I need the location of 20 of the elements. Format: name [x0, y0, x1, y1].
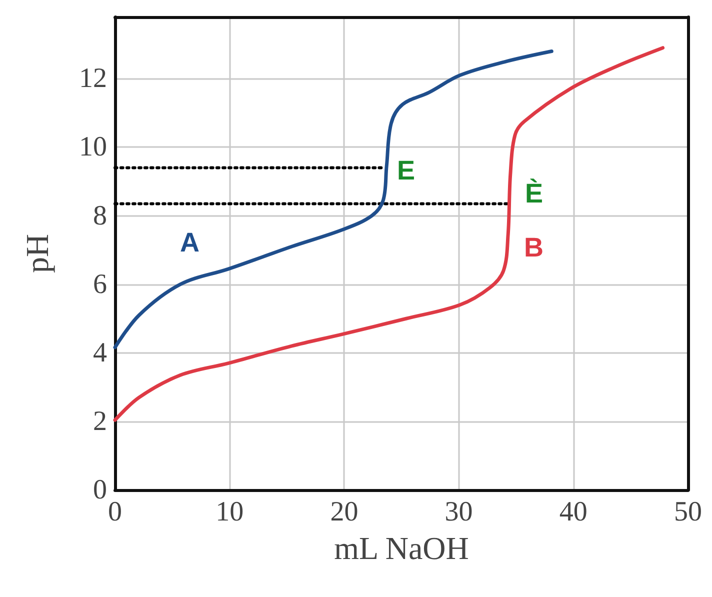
x-tick-label: 10 [216, 496, 244, 528]
series-label: B [524, 232, 544, 262]
y-axis-title: pH [19, 234, 55, 274]
y-tick-label: 6 [93, 268, 107, 300]
annotation: E [397, 156, 416, 186]
y-tick-label: 4 [93, 337, 107, 368]
y-tick-label: 8 [93, 200, 107, 232]
x-tick-label: 50 [674, 496, 702, 528]
y-tick-label: 2 [93, 406, 107, 437]
series-label: A [180, 228, 200, 258]
y-tick-label: 10 [79, 132, 107, 163]
y-tick-label: 0 [93, 474, 107, 506]
y-tick-label: 12 [79, 63, 107, 94]
x-tick-label: 30 [444, 496, 473, 528]
annotation: È [525, 178, 544, 208]
x-axis-title: mL NaOH [334, 530, 469, 566]
x-tick-label: 40 [559, 496, 588, 528]
line-series [113, 46, 665, 422]
x-tick-label: 20 [330, 496, 358, 528]
line-series [113, 50, 554, 350]
